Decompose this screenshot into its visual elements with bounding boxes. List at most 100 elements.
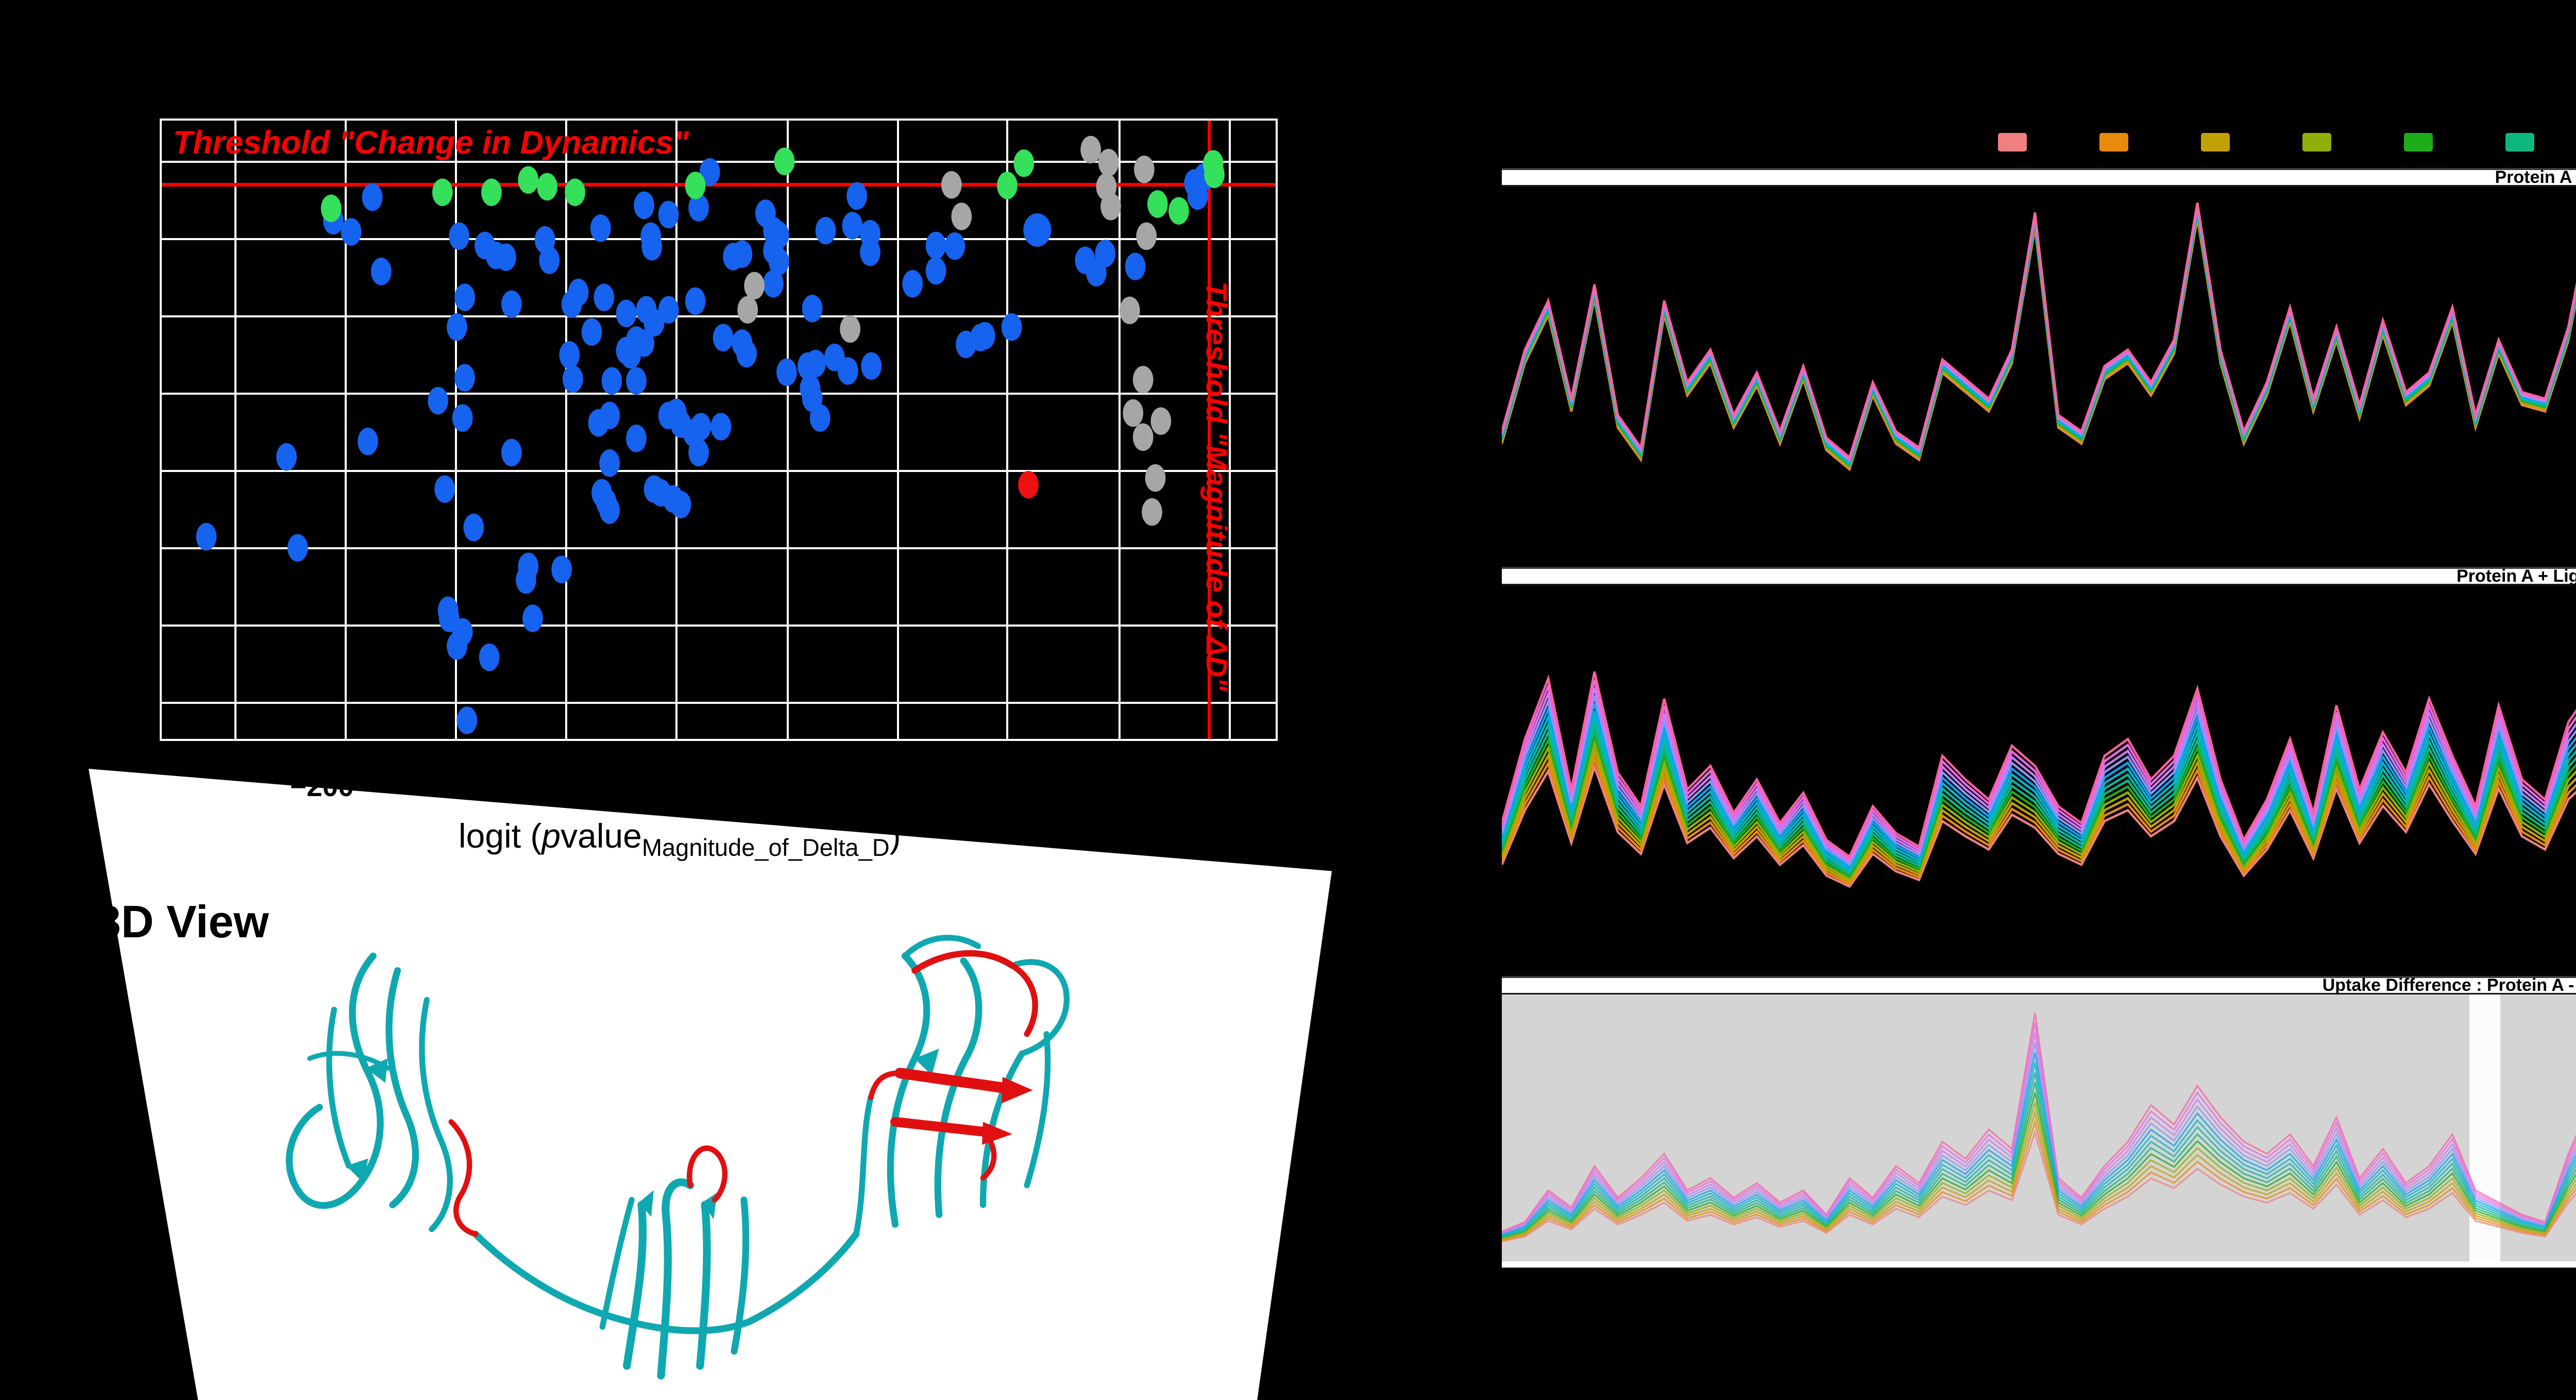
scatter-point[interactable] [768,247,789,276]
scatter-point[interactable] [688,194,709,222]
scatter-point[interactable] [516,566,536,594]
scatter-point[interactable] [1150,407,1172,435]
scatter-point[interactable] [428,386,449,415]
scatter-point[interactable] [539,246,560,274]
scatter-point[interactable] [643,309,665,337]
scatter-point[interactable] [287,534,308,562]
scatter-point[interactable] [432,178,453,206]
scatter-point[interactable] [805,349,826,378]
scatter-point[interactable] [815,216,836,245]
scatter-point[interactable] [1098,148,1119,177]
scatter-point[interactable] [626,367,647,395]
scatter-point[interactable] [522,604,543,632]
chart-uptake-difference[interactable] [1502,994,2576,1261]
scatter-point[interactable] [196,522,217,551]
scatter-point[interactable] [1132,423,1154,451]
scatter-point[interactable] [479,643,500,671]
scatter-point[interactable] [590,214,611,242]
scatter-point[interactable] [481,178,502,206]
scatter-point[interactable] [846,182,867,210]
scatter-point[interactable] [454,364,475,392]
protein-ribbon-graphic[interactable] [206,912,1262,1400]
scatter-point[interactable] [358,428,378,456]
scatter-point[interactable] [1145,464,1166,492]
legend-swatch-3[interactable] [2201,133,2230,151]
scatter-point[interactable] [601,367,622,395]
chart-protein-a[interactable] [1502,196,2576,554]
scatter-point[interactable] [320,194,342,223]
scatter-point[interactable] [925,257,946,285]
scatter-point[interactable] [1168,197,1189,225]
scatter-point[interactable] [501,438,522,467]
legend-swatch-1[interactable] [1998,133,2027,151]
scatter-point[interactable] [1136,222,1157,250]
scatter-point[interactable] [1023,213,1052,247]
scatter-point[interactable] [1119,296,1140,325]
scatter-point[interactable] [634,191,655,220]
scatter-point[interactable] [518,166,539,194]
scatter-point[interactable] [551,555,572,583]
volcano-scatter-points[interactable] [162,121,1276,739]
scatter-point[interactable] [744,272,765,300]
scatter-point[interactable] [1001,313,1022,341]
scatter-point[interactable] [842,212,863,240]
scatter-point[interactable] [1080,136,1101,164]
scatter-point[interactable] [713,324,734,351]
scatter-point[interactable] [802,295,823,323]
scatter-point[interactable] [774,147,795,175]
scatter-point[interactable] [670,491,691,518]
scatter-point[interactable] [452,404,473,432]
scatter-point[interactable] [276,443,297,471]
scatter-point[interactable] [658,296,679,324]
scatter-point[interactable] [688,438,709,467]
scatter-point[interactable] [599,401,620,430]
scatter-point[interactable] [685,172,706,199]
scatter-point[interactable] [840,315,861,343]
scatter-point[interactable] [1187,182,1208,210]
scatter-point[interactable] [581,318,602,346]
scatter-point[interactable] [501,290,522,318]
scatter-point[interactable] [941,171,962,199]
scatter-point[interactable] [736,340,757,368]
scatter-point[interactable] [599,449,620,477]
scatter-point[interactable] [562,365,583,393]
scatter-point[interactable] [565,178,585,206]
scatter-point[interactable] [599,496,620,524]
scatter-point[interactable] [658,200,679,229]
scatter-point[interactable] [710,413,732,441]
scatter-point[interactable] [1100,193,1121,221]
chart-protein-a-ligand[interactable] [1502,592,2576,955]
scatter-point[interactable] [537,173,557,201]
scatter-point[interactable] [463,513,484,542]
scatter-point[interactable] [447,632,467,660]
legend-swatch-4[interactable] [2302,133,2331,151]
scatter-point[interactable] [616,299,637,328]
scatter-point[interactable] [561,290,582,318]
scatter-point[interactable] [837,357,858,385]
scatter-point[interactable] [997,172,1018,199]
scatter-point[interactable] [860,238,880,266]
scatter-point[interactable] [1125,252,1146,280]
scatter-point[interactable] [641,233,663,261]
scatter-point[interactable] [763,270,784,298]
scatter-point[interactable] [809,404,831,432]
scatter-point[interactable] [974,322,995,350]
scatter-point[interactable] [690,413,711,441]
scatter-point[interactable] [626,425,647,452]
scatter-point[interactable] [594,283,615,311]
scatter-point[interactable] [496,243,516,271]
scatter-point[interactable] [1018,471,1039,499]
scatter-point[interactable] [371,258,392,285]
volcano-plot[interactable]: Threshold "Change in Dynamics" Threshold… [160,119,1278,741]
scatter-point[interactable] [1147,190,1168,218]
scatter-point[interactable] [341,218,362,246]
scatter-point[interactable] [616,336,637,365]
scatter-point[interactable] [1086,259,1107,286]
scatter-point[interactable] [1123,399,1144,427]
threed-view-window[interactable] [89,769,1332,1400]
legend-swatch-5[interactable] [2404,133,2433,151]
scatter-point[interactable] [699,158,720,186]
legend-swatch-6[interactable] [2505,133,2534,151]
scatter-point[interactable] [456,706,478,734]
legend-swatch-2[interactable] [2099,133,2128,151]
